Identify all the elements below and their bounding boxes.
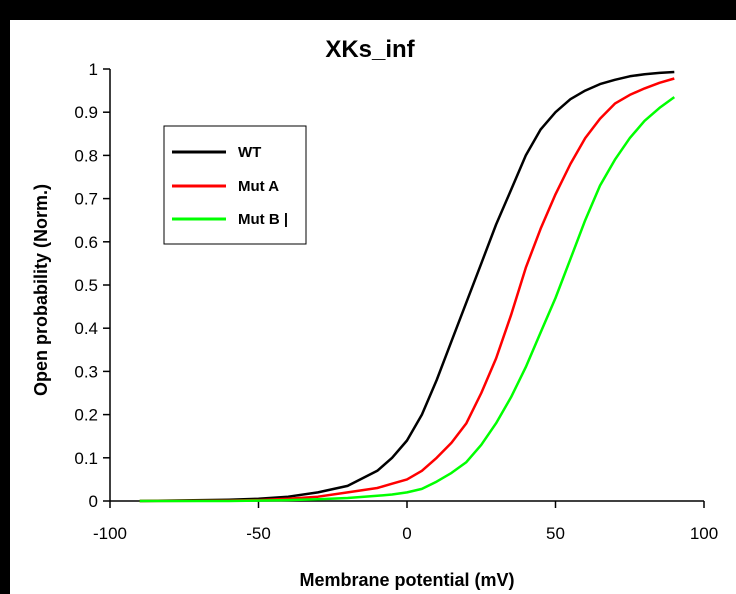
chart-svg: XKs_inf 0 0.1 0.2 0.3 0.4 0.5 0.6 0.7 0.8 0.9 1 -1… — [31, 36, 718, 590]
chart-frame: XKs_inf 0 0.1 0.2 0.3 0.4 0.5 0.6 0.7 0.8 0.9 1 -1… — [10, 20, 736, 594]
y-axis-label: Open probability (Norm.) — [31, 184, 51, 396]
chart-title: XKs_inf — [325, 36, 415, 63]
y-ticks: 0 0.1 0.2 0.3 0.4 0.5 0.6 0.7 0.8 0.9 1 — [74, 60, 110, 511]
x-tick-label: 0 — [402, 524, 411, 543]
y-tick-label: 0.3 — [74, 362, 98, 381]
series-line-3 — [139, 96, 676, 503]
y-tick-label: 0.1 — [74, 449, 98, 468]
legend-label-3: Mut B | — [238, 211, 288, 228]
y-tick-label: 0.7 — [74, 190, 98, 209]
x-axis-label: Membrane potential (mV) — [299, 570, 514, 590]
y-tick-label: 0 — [89, 492, 98, 511]
legend: WT Mut A Mut B | — [163, 125, 307, 245]
y-tick-label: 0.9 — [74, 103, 98, 122]
legend-label-1: WT — [238, 144, 261, 161]
y-tick-label: 1 — [89, 60, 98, 79]
series-line-2 — [139, 77, 675, 503]
series-line-1 — [139, 70, 675, 503]
series-group — [139, 70, 676, 503]
y-tick-label: 0.8 — [74, 146, 98, 165]
x-ticks: -100 -50 0 50 100 — [93, 501, 718, 543]
y-tick-label: 0.6 — [74, 233, 98, 252]
y-tick-label: 0.5 — [74, 276, 98, 295]
x-tick-label: 100 — [690, 524, 718, 543]
legend-label-2: Mut A — [238, 178, 279, 195]
y-tick-label: 0.2 — [74, 406, 98, 425]
y-tick-label: 0.4 — [74, 319, 98, 338]
x-tick-label: 50 — [546, 524, 565, 543]
x-tick-label: -100 — [93, 524, 127, 543]
x-tick-label: -50 — [246, 524, 271, 543]
